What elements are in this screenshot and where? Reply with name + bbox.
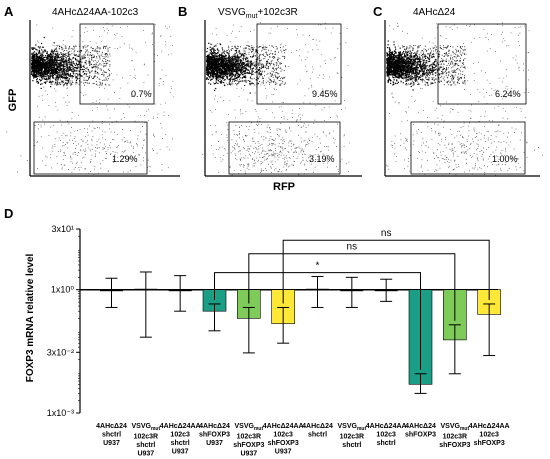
category-label: VSVGmut 102c3R shctrl <box>338 423 367 449</box>
category-label: 4AHcΔ24 shctrl U937 <box>96 423 127 447</box>
facs-title-a: 4AHcΔ24AA-102c3 <box>52 7 139 18</box>
category-label: 4AHcΔ24 shctrl <box>302 423 333 439</box>
gate-b-upper-pct: 9.45% <box>312 89 338 99</box>
category-label: 4AHcΔ24 shFOXP3 U937 <box>199 423 230 447</box>
significance-label: ns <box>347 242 358 253</box>
y-tick-label: 1x10⁰ <box>51 285 75 295</box>
gate-b-upper <box>256 23 342 105</box>
panel-letter-b: B <box>178 4 187 19</box>
category-label: VSVGmut 102c3R shctrl U937 <box>132 423 161 458</box>
category-label: 4AHcΔ24AA 102c3 shFOXP3 <box>469 423 510 447</box>
gate-c-lower-pct: 1.00% <box>492 154 518 164</box>
facs-axes <box>29 20 540 177</box>
significance-bracket <box>248 253 456 321</box>
category-label: VSVGmut 102c3R shFOXP3 <box>439 423 470 449</box>
facs-dots-panel-3 <box>386 22 543 176</box>
gate-a-upper <box>79 23 155 105</box>
gate-b-lower-pct: 3.19% <box>309 154 335 164</box>
gate-b-lower <box>228 121 341 175</box>
significance-bracket <box>282 239 490 304</box>
gate-a-lower <box>33 121 148 175</box>
facs-dots-panel-2 <box>202 22 350 176</box>
facs-y-label: GFP <box>7 89 19 112</box>
gate-c-upper-pct: 6.24% <box>495 89 521 99</box>
y-tick-label: 3x10⁻² <box>47 347 74 357</box>
category-label: 4AHcΔ24AA 102c3 shFOXP3 U937 <box>263 423 304 456</box>
facs-title-c: 4AHcΔ24 <box>413 7 456 18</box>
category-label: VSVGmut 102c3R shFOXP3 U937 <box>233 423 264 458</box>
category-label: 4AHcΔ24AA 102c3 shctrl <box>366 423 407 447</box>
gate-c-upper <box>437 23 527 105</box>
gate-a-lower-pct: 1.29% <box>112 154 138 164</box>
significance-brackets: * ns ns <box>214 228 490 370</box>
panel-letter-a: A <box>4 4 14 19</box>
facs-gates <box>33 23 527 175</box>
significance-label: ns <box>381 228 392 239</box>
facs-scatter-dots <box>6 22 543 176</box>
facs-title-b: VSVGmut+102c3R <box>218 7 298 20</box>
chart-y-label: FOXP3 mRNA relative level <box>25 253 36 382</box>
facs-dots-panel-1 <box>6 23 175 175</box>
facs-x-label: RFP <box>273 181 295 193</box>
panel-letter-c: C <box>373 4 383 19</box>
chart-bars <box>100 288 502 385</box>
gate-a-upper-pct: 0.7% <box>131 89 152 99</box>
significance-label: * <box>316 261 320 272</box>
category-label: 4AHcΔ24 shFOXP3 <box>405 423 436 439</box>
y-tick-label: 3x10¹ <box>51 224 74 234</box>
chart-error-bars <box>105 271 496 394</box>
gate-c-lower <box>410 121 526 175</box>
chart-y-ticks: 1x10⁻³ 3x10⁻² 1x10⁰ 3x10¹ <box>47 224 80 418</box>
y-tick-label: 1x10⁻³ <box>47 408 74 418</box>
category-label: 4AHcΔ24AA 102c3 shctrl U937 <box>160 423 201 456</box>
significance-bracket <box>214 272 421 370</box>
panel-letter-d: D <box>4 206 13 221</box>
